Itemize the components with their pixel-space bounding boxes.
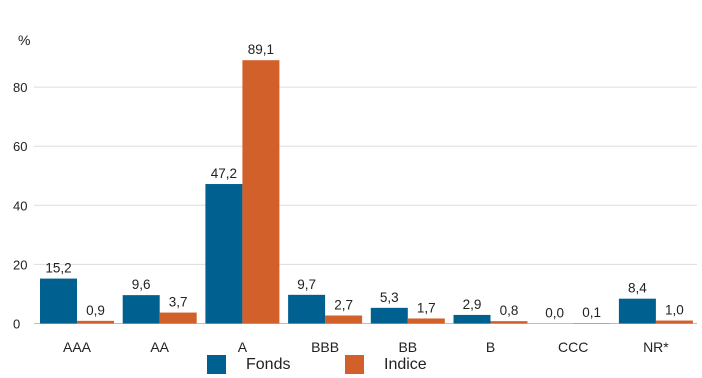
x-axis-categories: AAA AA A BBB BB B CCC NR*: [63, 339, 669, 355]
value-label: 3,7: [169, 295, 188, 310]
x-category-label: CCC: [558, 339, 588, 355]
x-category-label: AA: [150, 339, 169, 355]
value-label: 47,2: [211, 166, 237, 181]
bar-fonds-a: [205, 184, 243, 324]
x-category-label: BB: [398, 339, 417, 355]
bar-indice-b: [490, 321, 528, 324]
bar-indice-bbb: [325, 315, 363, 324]
y-tick-label: 40: [13, 198, 27, 213]
value-label: 5,3: [380, 290, 399, 305]
value-label: 2,7: [334, 298, 353, 313]
value-label: 1,7: [417, 300, 436, 315]
bar-indice-aaa: [77, 320, 114, 324]
value-label: 9,6: [132, 277, 151, 292]
bar-fonds-aa: [122, 295, 160, 324]
value-label: 9,7: [297, 277, 316, 292]
value-label: 0,0: [545, 306, 564, 321]
legend-label-indice: Indice: [384, 355, 427, 373]
value-label: 8,4: [628, 281, 647, 296]
legend-swatch-indice: [345, 355, 364, 374]
bar-indice-bb: [407, 318, 445, 324]
legend-swatch-fonds: [207, 355, 226, 374]
x-category-label: AAA: [63, 339, 92, 355]
value-label: 1,0: [665, 303, 684, 318]
value-label: 0,8: [500, 303, 519, 318]
value-labels: 15,2 0,9 9,6 3,7 47,2 89,1 9,7 2,7 5,3 1,7 2,9 0,8 0…: [45, 42, 683, 320]
legend: Fonds Indice: [0, 352, 702, 378]
y-axis-ticks: 0 20 40 60 80: [13, 80, 27, 331]
y-tick-label: 20: [13, 257, 27, 272]
bar-fonds-bbb: [288, 294, 326, 324]
bar-fonds-aaa: [40, 278, 77, 324]
x-category-label: B: [486, 339, 495, 355]
value-label: 0,9: [86, 303, 105, 318]
bar-indice-a: [242, 60, 280, 324]
y-axis-unit-label: %: [18, 32, 30, 48]
y-tick-label: 60: [13, 139, 27, 154]
bar-fonds-nrstar: [618, 298, 656, 324]
y-tick-label: 0: [13, 317, 20, 332]
value-label: 15,2: [45, 261, 71, 276]
bar-fonds-bb: [370, 307, 408, 324]
x-category-label: A: [238, 339, 248, 355]
bar-fonds-b: [453, 314, 491, 324]
legend-item-indice: Indice: [345, 355, 427, 374]
value-label: 89,1: [248, 42, 274, 57]
x-category-label: BBB: [311, 339, 339, 355]
bars: [40, 60, 693, 324]
value-label: 2,9: [463, 297, 482, 312]
legend-item-fonds: Fonds: [207, 355, 290, 374]
bar-indice-aa: [159, 312, 197, 324]
legend-label-fonds: Fonds: [246, 355, 291, 373]
bar-indice-nrstar: [655, 320, 693, 324]
value-label: 0,1: [582, 305, 601, 320]
x-category-label: NR*: [643, 339, 669, 355]
y-tick-label: 80: [13, 80, 27, 95]
